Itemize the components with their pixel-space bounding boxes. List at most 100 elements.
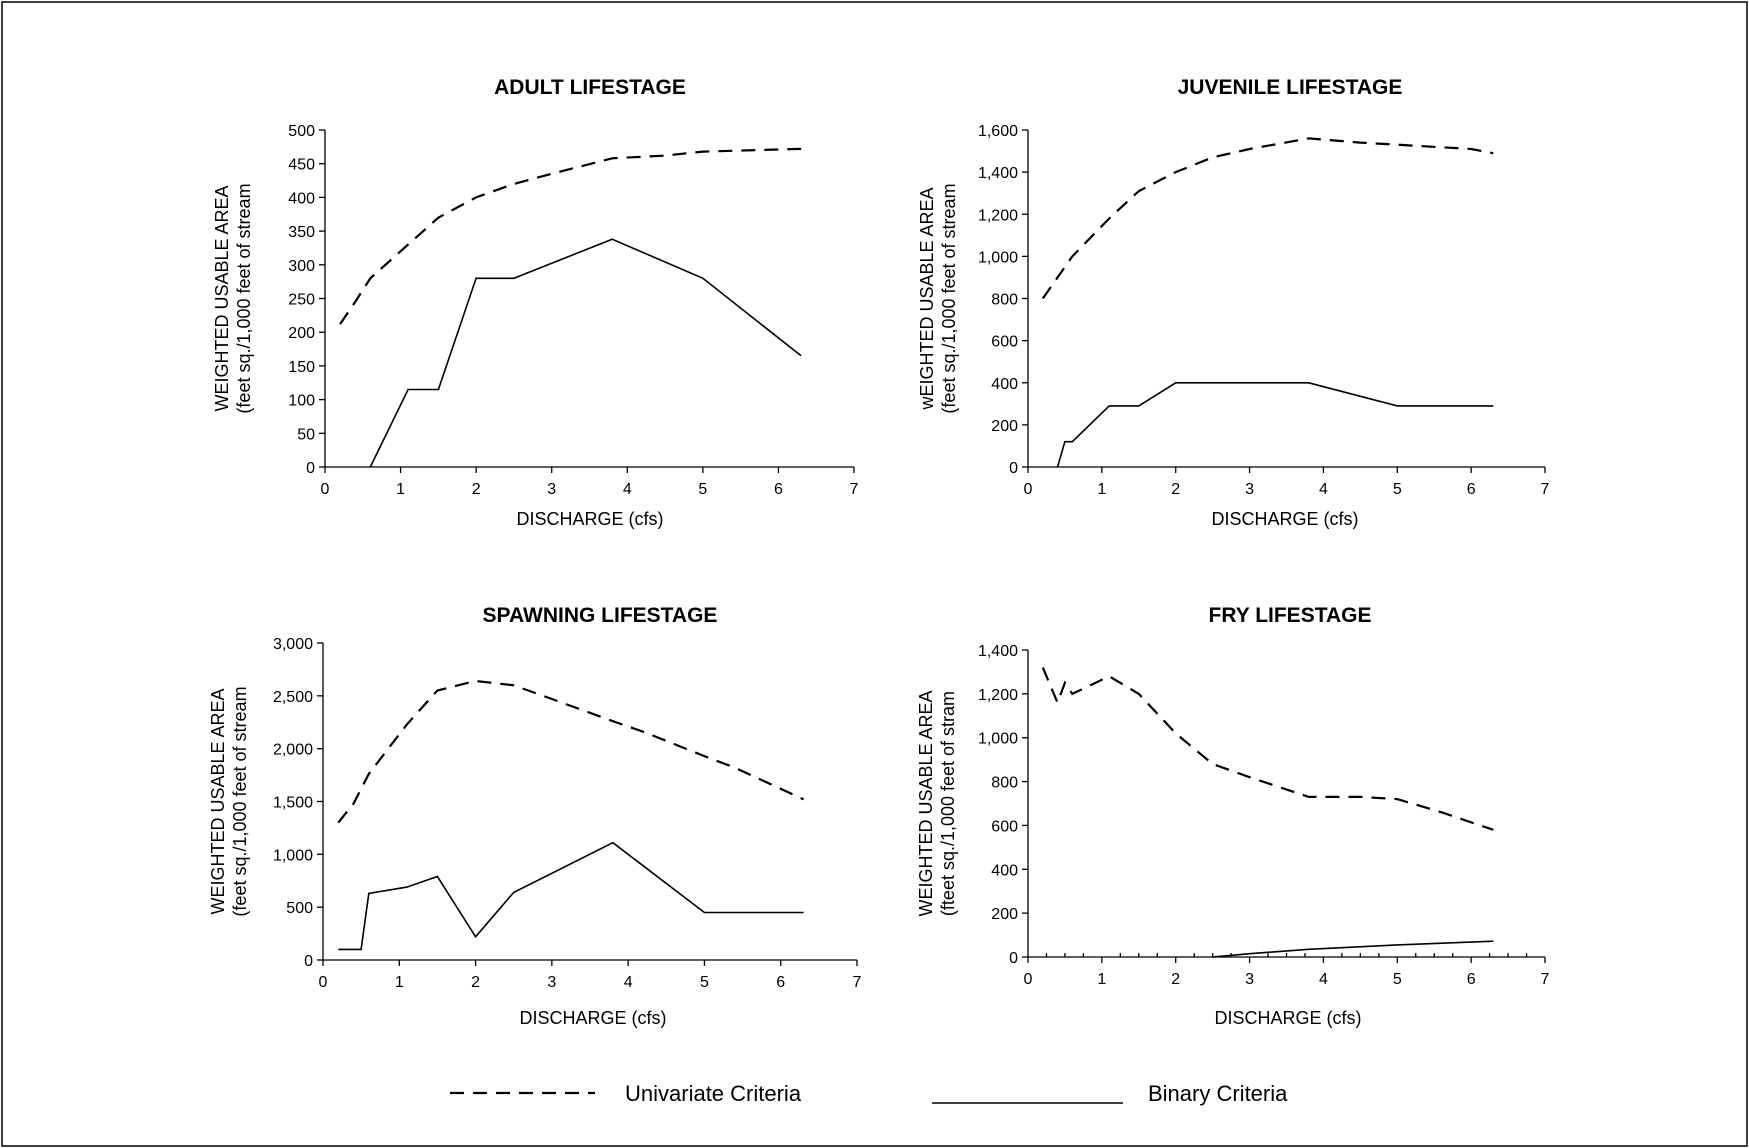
fry-x-tick-label: 6: [1467, 971, 1476, 988]
juvenile-x-tick-label: 0: [1024, 481, 1033, 498]
juvenile-x-axis-label: DISCHARGE (cfs): [1211, 509, 1358, 529]
juvenile-x-tick-label: 2: [1171, 481, 1180, 498]
fry-y-tick-label: 800: [991, 775, 1018, 792]
adult-y-tick-label: 200: [288, 325, 315, 342]
fry-x-tick-label: 2: [1171, 971, 1180, 988]
legend-binary-label: Binary Criteria: [1148, 1081, 1288, 1106]
juvenile-y-tick-label: 800: [991, 292, 1018, 309]
fry-x-tick-label: 3: [1245, 971, 1254, 988]
spawning-y-tick-label: 2,500: [273, 689, 313, 706]
adult-x-tick-label: 0: [321, 481, 330, 498]
spawning-chart: SPAWNING LIFESTAGE 0 500 1,000 1,500 2,000 2,5…: [208, 604, 862, 1028]
fry-chart-title: FRY LIFESTAGE: [1209, 604, 1372, 627]
adult-x-tick-label: 6: [774, 481, 783, 498]
legend: Univariate Criteria Binary Criteria: [450, 1081, 1288, 1106]
fry-x-axis-label: DISCHARGE (cfs): [1214, 1008, 1361, 1028]
fry-chart: FRY LIFESTAGE 0 200 400 600 800 1,000 1,200 1,40…: [916, 604, 1550, 1028]
spawning-y-tick-label: 1,500: [273, 795, 313, 812]
adult-binary-line: [369, 238, 802, 468]
adult-y-axis-label-units: (feet sq./1,000 feet of stream: [234, 183, 254, 413]
juvenile-univariate-line: [1041, 137, 1494, 300]
spawning-x-tick-label: 3: [547, 974, 556, 991]
juvenile-y-tick-label: 1,600: [978, 123, 1018, 140]
adult-y-tick-label: 500: [288, 123, 315, 140]
juvenile-y-tick-label: 1,000: [978, 249, 1018, 266]
adult-x-tick-label: 4: [623, 481, 632, 498]
juvenile-y-tick-label: 1,200: [978, 207, 1018, 224]
juvenile-binary-line: [1056, 381, 1494, 468]
spawning-y-tick-label: 2,000: [273, 742, 313, 759]
spawning-univariate-line: [337, 679, 805, 824]
spawning-x-tick-label: 2: [471, 974, 480, 991]
juvenile-chart-title: JUVENILE LIFESTAGE: [1178, 76, 1403, 99]
adult-y-tick-label: 100: [288, 393, 315, 410]
adult-x-tick-label: 1: [396, 481, 405, 498]
fry-y-tick-label: 1,400: [978, 643, 1018, 660]
fry-x-tick-label: 4: [1319, 971, 1328, 988]
spawning-x-tick-label: 7: [853, 974, 862, 991]
fry-x-tick-label: 1: [1097, 971, 1106, 988]
fry-x-tick-label: 7: [1541, 971, 1550, 988]
spawning-binary-line: [338, 841, 804, 951]
juvenile-x-tick-label: 7: [1541, 481, 1550, 498]
fry-y-tick-label: 400: [991, 862, 1018, 879]
charts-group: ADULT LIFESTAGE0501001502002503003504004…: [208, 76, 1550, 1028]
fry-y-axis-label: WEIGHTED USABLE AREA: [916, 690, 936, 916]
spawning-x-tick-label: 6: [776, 974, 785, 991]
juvenile-y-tick-label: 600: [991, 334, 1018, 351]
adult-y-tick-label: 450: [288, 157, 315, 174]
adult-y-tick-label: 50: [297, 426, 315, 443]
spawning-x-tick-label: 0: [319, 974, 328, 991]
spawning-y-axis-label: WEIGHTED USABLE AREA: [208, 688, 228, 914]
adult-x-tick-label: 2: [472, 481, 481, 498]
fry-binary-line: [1212, 940, 1494, 958]
juvenile-y-tick-label: 200: [991, 418, 1018, 435]
adult-y-axis-label: WEIGHTED USABLE AREA: [212, 185, 232, 411]
adult-y-tick-label: 150: [288, 359, 315, 376]
spawning-y-tick-label: 500: [286, 900, 313, 917]
adult-y-tick-label: 350: [288, 224, 315, 241]
adult-y-tick-label: 400: [288, 190, 315, 207]
legend-univariate-label: Univariate Criteria: [625, 1081, 802, 1106]
fry-y-tick-label: 200: [991, 906, 1018, 923]
juvenile-y-axis-label-units: (feet sq./1,000 feet of stream: [939, 183, 959, 413]
adult-x-tick-label: 7: [850, 481, 859, 498]
spawning-x-tick-label: 1: [395, 974, 404, 991]
spawning-y-axis-label-units: (feet sq./1,000 feet of stream: [230, 686, 250, 916]
juvenile-x-tick-label: 3: [1245, 481, 1254, 498]
adult-x-axis-label: DISCHARGE (cfs): [516, 509, 663, 529]
spawning-x-axis-label: DISCHARGE (cfs): [519, 1008, 666, 1028]
fry-x-tick-label: 5: [1393, 971, 1402, 988]
spawning-x-tick-label: 4: [624, 974, 633, 991]
juvenile-x-tick-label: 5: [1393, 481, 1402, 498]
adult-y-tick-label: 0: [306, 460, 315, 477]
juvenile-x-tick-label: 1: [1097, 481, 1106, 498]
juvenile-y-tick-label: 1,400: [978, 165, 1018, 182]
fry-y-tick-label: 1,000: [978, 731, 1018, 748]
juvenile-chart: JUVENILE LIFESTAGE 0 200 400 600 800 1,000 1,20…: [917, 76, 1550, 529]
spawning-x-tick-label: 5: [700, 974, 709, 991]
juvenile-y-tick-label: 400: [991, 376, 1018, 393]
adult-x-tick-label: 3: [547, 481, 556, 498]
spawning-y-tick-label: 3,000: [273, 636, 313, 653]
adult-chart-title: ADULT LIFESTAGE: [494, 76, 686, 99]
fry-y-tick-label: 600: [991, 818, 1018, 835]
adult-y-tick-label: 250: [288, 292, 315, 309]
fry-x-tick-label: 0: [1024, 971, 1033, 988]
fry-y-axis-label-units: (fteet sq./1,000 feet of stram: [938, 691, 958, 916]
fry-y-tick-label: 1,200: [978, 687, 1018, 704]
juvenile-x-tick-label: 4: [1319, 481, 1328, 498]
adult-univariate-line: [339, 147, 802, 325]
juvenile-y-axis-label: wEIGHTED USABLE AREA: [917, 187, 937, 410]
juvenile-x-tick-label: 6: [1467, 481, 1476, 498]
spawning-y-tick-label: 0: [304, 953, 313, 970]
juvenile-y-tick-label: 0: [1009, 460, 1018, 477]
spawning-chart-title: SPAWNING LIFESTAGE: [483, 604, 718, 627]
adult-y-tick-label: 300: [288, 258, 315, 275]
adult-x-tick-label: 5: [698, 481, 707, 498]
adult-chart: ADULT LIFESTAGE0501001502002503003504004…: [212, 76, 859, 529]
fry-y-tick-label: 0: [1009, 950, 1018, 967]
